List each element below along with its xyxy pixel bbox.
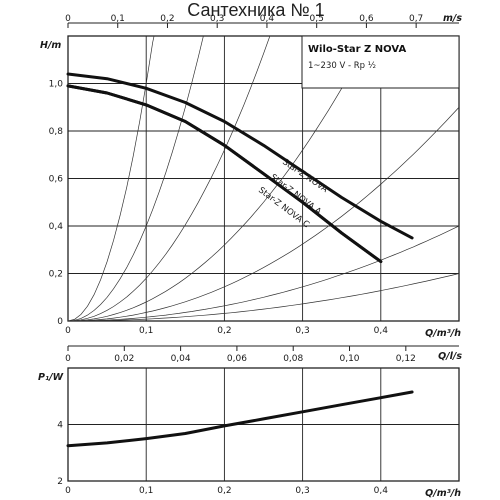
head-x-tick: 0 — [65, 326, 71, 336]
system-curve — [68, 107, 459, 321]
power-y-tick: 2 — [57, 477, 63, 487]
power-frame — [67, 367, 460, 482]
power-x-tick: 0,3 — [295, 486, 309, 496]
head-top-tick-label: 0,7 — [409, 14, 423, 24]
head-frame — [67, 35, 460, 322]
pump-curve-3 — [66, 84, 383, 264]
head-x-tick: 0,4 — [374, 326, 389, 336]
head-top-tick-label: 0,5 — [310, 14, 324, 24]
legend-box: Wilo-Star Z NOVA 1~230 V - Rp ½ — [301, 35, 460, 89]
power-x-tick: 0,4 — [374, 486, 389, 496]
head-top-tick-label: 0,6 — [359, 14, 374, 24]
head-y-axis-label: H/m — [40, 40, 61, 51]
system-curve — [68, 36, 204, 321]
head-y-tick: 0,2 — [49, 270, 63, 280]
system-curve — [68, 36, 155, 321]
head-y-tick: 0 — [57, 317, 63, 327]
power-top-tick-label: 0,02 — [114, 354, 134, 364]
head-top-tick-label: 0 — [65, 14, 71, 24]
power-y-tick: 4 — [57, 421, 63, 431]
power-top-tick-label: 0,12 — [396, 354, 416, 364]
power-x-axis-label: Q/m³/h — [425, 488, 461, 499]
head-top-tick-label: 0,3 — [210, 14, 224, 24]
head-y-tick: 1,0 — [49, 80, 64, 90]
power-y-axis-label: P₁/W — [38, 372, 64, 383]
power-top-tick-label: 0,04 — [171, 354, 191, 364]
power-top-tick-label: 0 — [65, 354, 71, 364]
system-curve — [68, 273, 459, 321]
watermark: Сантехника № 1 — [187, 0, 324, 20]
legend-subtitle: 1~230 V - Rp ½ — [308, 61, 376, 71]
pump-curve-1 — [66, 72, 414, 240]
system-curve — [68, 36, 271, 321]
head-x-tick: 0,2 — [217, 326, 231, 336]
head-top-axis-label: m/s — [443, 13, 462, 24]
power-x-tick: 0 — [65, 486, 71, 496]
power-chart: 0 0,02 0,04 0,06 0,08 0,10 0,12 Q/l/s 0 0,1 0,2 0,3… — [38, 345, 462, 499]
head-top-tick-label: 0,1 — [111, 14, 125, 24]
power-x-tick: 0,2 — [217, 486, 231, 496]
power-x-tick: 0,1 — [139, 486, 153, 496]
system-curves — [68, 36, 459, 321]
head-y-tick: 0,4 — [49, 222, 64, 232]
head-x-axis-label: Q/m³/h — [425, 328, 461, 339]
system-curve — [68, 225, 459, 321]
head-top-tick-label: 0,4 — [260, 14, 275, 24]
head-y-tick: 0,8 — [49, 127, 64, 137]
legend-title: Wilo-Star Z NOVA — [308, 44, 406, 55]
system-curve — [68, 36, 372, 321]
head-x-tick: 0,1 — [139, 326, 153, 336]
head-x-tick: 0,3 — [295, 326, 309, 336]
power-curve — [66, 390, 414, 448]
power-top-axis-label: Q/l/s — [438, 351, 462, 362]
power-top-tick-label: 0,08 — [283, 354, 303, 364]
head-top-tick-label: 0,2 — [160, 14, 174, 24]
power-top-tick-label: 0,10 — [339, 354, 359, 364]
power-top-tick-label: 0,06 — [227, 354, 247, 364]
head-y-tick: 0,6 — [49, 175, 64, 185]
